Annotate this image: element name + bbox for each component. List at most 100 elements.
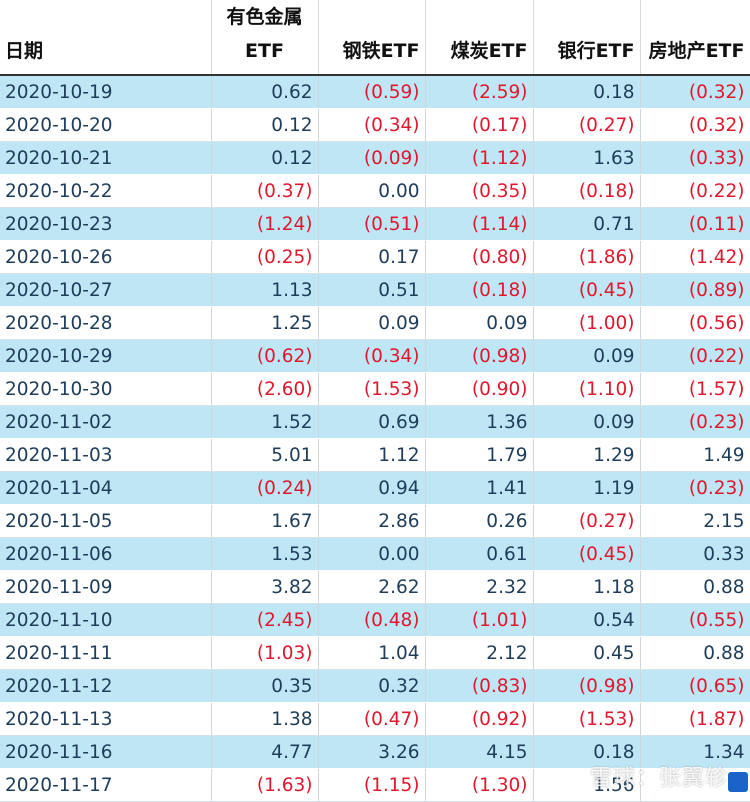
value-cell: (0.23) bbox=[640, 405, 750, 439]
value-cell: 1.25 bbox=[211, 306, 319, 340]
table-row: 2020-11-17 (1.63) (1.15) (1.30) 1.56 bbox=[0, 768, 750, 802]
value-cell: (0.27) bbox=[533, 504, 641, 538]
value-cell: (0.09) bbox=[318, 141, 426, 175]
value-cell: 1.38 bbox=[211, 702, 319, 736]
date-cell: 2020-11-17 bbox=[0, 768, 212, 802]
table-row: 2020-10-28 1.25 0.09 0.09 (1.00) (0.56) bbox=[0, 306, 750, 340]
date-cell: 2020-10-26 bbox=[0, 240, 212, 274]
date-cell: 2020-11-13 bbox=[0, 702, 212, 736]
value-cell: 0.17 bbox=[318, 240, 426, 274]
table-row: 2020-11-05 1.67 2.86 0.26 (0.27) 2.15 bbox=[0, 504, 750, 538]
header-bank-etf: 银行ETF bbox=[533, 0, 641, 76]
table-row: 2020-11-10 (2.45) (0.48) (1.01) 0.54 (0.55) bbox=[0, 603, 750, 637]
date-cell: 2020-10-29 bbox=[0, 339, 212, 373]
value-cell: (0.48) bbox=[318, 603, 426, 637]
value-cell: (0.27) bbox=[533, 108, 641, 142]
value-cell: (0.80) bbox=[425, 240, 534, 274]
table-row: 2020-11-04 (0.24) 0.94 1.41 1.19 (0.23) bbox=[0, 471, 750, 505]
value-cell: 0.69 bbox=[318, 405, 426, 439]
date-cell: 2020-10-23 bbox=[0, 207, 212, 241]
table-row: 2020-10-30 (2.60) (1.53) (0.90) (1.10) (1.57) bbox=[0, 372, 750, 406]
date-cell: 2020-11-02 bbox=[0, 405, 212, 439]
date-cell: 2020-11-04 bbox=[0, 471, 212, 505]
value-cell: 1.41 bbox=[425, 471, 534, 505]
value-cell: 0.00 bbox=[318, 537, 426, 571]
value-cell: (2.60) bbox=[211, 372, 319, 406]
value-cell: (0.45) bbox=[533, 537, 641, 571]
value-cell: (1.15) bbox=[318, 768, 426, 802]
value-cell: (0.32) bbox=[640, 108, 750, 142]
value-cell: 3.82 bbox=[211, 570, 319, 604]
value-cell: 1.19 bbox=[533, 471, 641, 505]
date-cell: 2020-11-12 bbox=[0, 669, 212, 703]
value-cell: (0.98) bbox=[425, 339, 534, 373]
value-cell: (0.47) bbox=[318, 702, 426, 736]
date-cell: 2020-11-05 bbox=[0, 504, 212, 538]
table-row: 2020-10-19 0.62 (0.59) (2.59) 0.18 (0.32) bbox=[0, 75, 750, 109]
value-cell: 1.13 bbox=[211, 273, 319, 307]
date-cell: 2020-11-10 bbox=[0, 603, 212, 637]
value-cell: (0.22) bbox=[640, 174, 750, 208]
value-cell: (0.18) bbox=[533, 174, 641, 208]
value-cell: 1.52 bbox=[211, 405, 319, 439]
value-cell: (0.92) bbox=[425, 702, 534, 736]
header-real-estate-etf: 房地产ETF bbox=[640, 0, 750, 76]
table-row: 2020-10-23 (1.24) (0.51) (1.14) 0.71 (0.11) bbox=[0, 207, 750, 241]
value-cell: 1.67 bbox=[211, 504, 319, 538]
table-row: 2020-11-03 5.01 1.12 1.79 1.29 1.49 bbox=[0, 438, 750, 472]
table-row: 2020-11-11 (1.03) 1.04 2.12 0.45 0.88 bbox=[0, 636, 750, 670]
table-row: 2020-10-27 1.13 0.51 (0.18) (0.45) (0.89) bbox=[0, 273, 750, 307]
header-row: 日期 有色金属ETF 钢铁ETF 煤炭ETF 银行ETF 房地产ETF bbox=[0, 0, 750, 76]
value-cell: 2.62 bbox=[318, 570, 426, 604]
snowball-logo-icon bbox=[728, 772, 748, 792]
value-cell: 2.32 bbox=[425, 570, 534, 604]
date-cell: 2020-11-03 bbox=[0, 438, 212, 472]
table-row: 2020-10-22 (0.37) 0.00 (0.35) (0.18) (0.22) bbox=[0, 174, 750, 208]
value-cell: 0.12 bbox=[211, 141, 319, 175]
header-steel-etf: 钢铁ETF bbox=[318, 0, 426, 76]
value-cell: (0.56) bbox=[640, 306, 750, 340]
value-cell: (0.55) bbox=[640, 603, 750, 637]
value-cell: (0.24) bbox=[211, 471, 319, 505]
value-cell: (0.32) bbox=[640, 75, 750, 109]
value-cell: (1.10) bbox=[533, 372, 641, 406]
table-row: 2020-11-16 4.77 3.26 4.15 0.18 1.34 bbox=[0, 735, 750, 769]
table-row: 2020-11-02 1.52 0.69 1.36 0.09 (0.23) bbox=[0, 405, 750, 439]
value-cell: (0.65) bbox=[640, 669, 750, 703]
value-cell: 1.63 bbox=[533, 141, 641, 175]
value-cell: (1.24) bbox=[211, 207, 319, 241]
value-cell: 4.15 bbox=[425, 735, 534, 769]
value-cell: (0.18) bbox=[425, 273, 534, 307]
value-cell: (1.63) bbox=[211, 768, 319, 802]
value-cell: 1.34 bbox=[640, 735, 750, 769]
value-cell: (1.86) bbox=[533, 240, 641, 274]
date-cell: 2020-11-16 bbox=[0, 735, 212, 769]
table-row: 2020-10-26 (0.25) 0.17 (0.80) (1.86) (1.42) bbox=[0, 240, 750, 274]
value-cell: 0.54 bbox=[533, 603, 641, 637]
header-nonferrous-etf: 有色金属ETF bbox=[211, 0, 319, 76]
value-cell: (0.17) bbox=[425, 108, 534, 142]
value-cell: 0.94 bbox=[318, 471, 426, 505]
table-row: 2020-11-12 0.35 0.32 (0.83) (0.98) (0.65) bbox=[0, 669, 750, 703]
value-cell: 5.01 bbox=[211, 438, 319, 472]
date-cell: 2020-11-11 bbox=[0, 636, 212, 670]
value-cell: 1.36 bbox=[425, 405, 534, 439]
date-cell: 2020-10-20 bbox=[0, 108, 212, 142]
value-cell: 0.00 bbox=[318, 174, 426, 208]
value-cell: (0.23) bbox=[640, 471, 750, 505]
date-cell: 2020-11-06 bbox=[0, 537, 212, 571]
value-cell: 0.62 bbox=[211, 75, 319, 109]
date-cell: 2020-10-21 bbox=[0, 141, 212, 175]
value-cell: (0.22) bbox=[640, 339, 750, 373]
value-cell: 0.45 bbox=[533, 636, 641, 670]
value-cell: (1.00) bbox=[533, 306, 641, 340]
value-cell: 1.18 bbox=[533, 570, 641, 604]
value-cell: 1.29 bbox=[533, 438, 641, 472]
value-cell: (0.35) bbox=[425, 174, 534, 208]
value-cell: 0.33 bbox=[640, 537, 750, 571]
value-cell: (0.83) bbox=[425, 669, 534, 703]
table-row: 2020-10-21 0.12 (0.09) (1.12) 1.63 (0.33) bbox=[0, 141, 750, 175]
value-cell: (2.59) bbox=[425, 75, 534, 109]
value-cell: (0.62) bbox=[211, 339, 319, 373]
